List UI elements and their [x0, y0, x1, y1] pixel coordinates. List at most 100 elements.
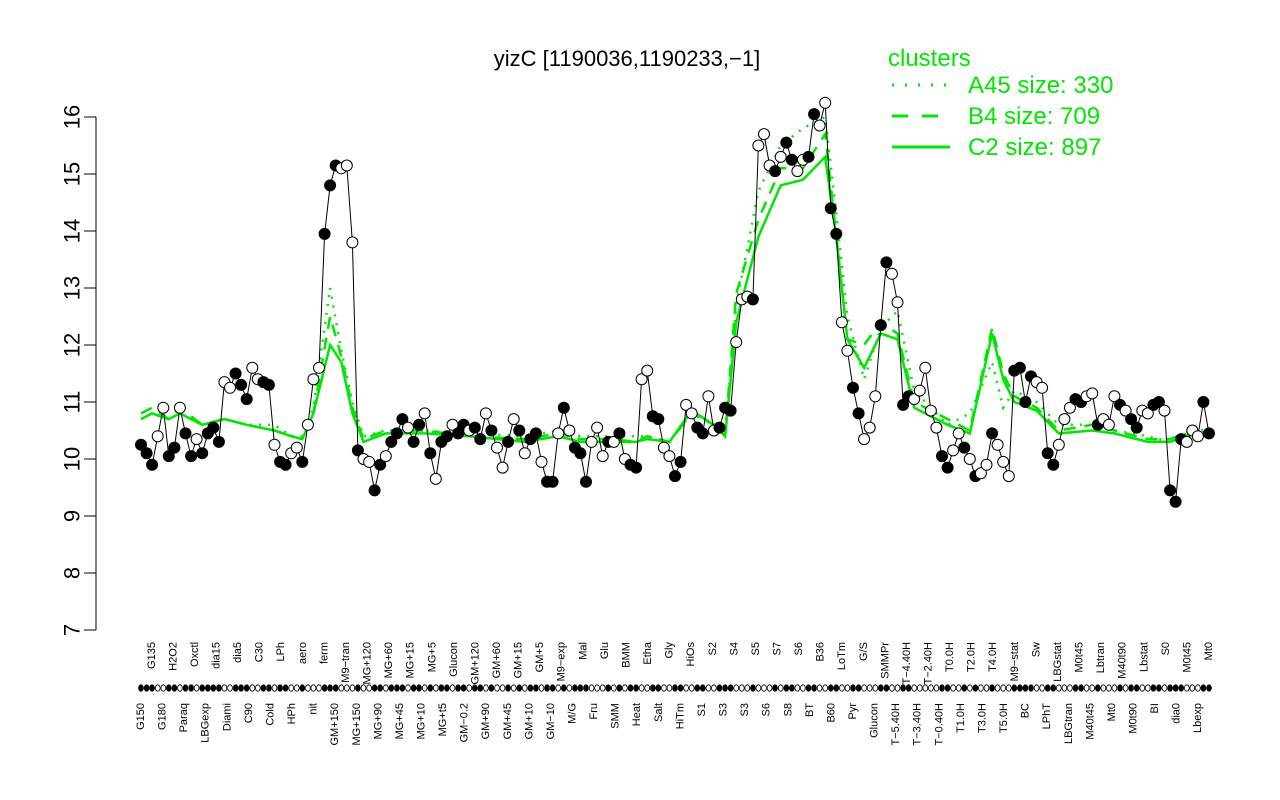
x-tick-label-66: Pyr: [847, 703, 859, 720]
data-point-61: [474, 433, 487, 446]
data-point-141: [919, 361, 932, 374]
data-point-154: [991, 438, 1004, 451]
x-tick-label-23: MG+60: [383, 642, 395, 678]
data-point-71: [529, 427, 542, 440]
x-rug-190: [1189, 684, 1196, 692]
x-rug-114: [766, 684, 773, 692]
data-point-5: [162, 450, 175, 463]
data-point-175: [1108, 390, 1121, 403]
data-point-75: [552, 427, 565, 440]
x-rug-41: [360, 684, 367, 692]
x-rug-179: [1128, 684, 1134, 692]
x-rug-110: [744, 684, 751, 692]
data-point-18: [235, 378, 248, 391]
x-rug-117: [783, 684, 790, 692]
data-point-97: [674, 455, 687, 468]
data-point-39: [351, 444, 364, 457]
x-rug-111: [750, 684, 756, 692]
x-tick-label-37: GM+5: [534, 642, 546, 672]
x-rug-39: [349, 684, 356, 692]
x-tick-label-6: LBGexp: [200, 703, 212, 743]
x-rug-3: [149, 684, 155, 692]
x-rug-144: [933, 684, 940, 692]
x-rug-67: [505, 684, 511, 692]
x-rug-124: [822, 684, 828, 692]
x-rug-81: [583, 684, 589, 692]
x-rug-57: [449, 684, 456, 692]
x-rug-140: [911, 684, 917, 692]
x-tick-label-58: S6: [761, 703, 773, 716]
x-tick-label-96: dia0: [1171, 703, 1183, 724]
data-point-127: [841, 344, 854, 357]
data-point-13: [207, 421, 220, 434]
x-tick-label-31: GM+120: [469, 642, 481, 685]
data-point-152: [980, 458, 993, 471]
x-rug-2: [143, 684, 150, 692]
data-point-120: [802, 150, 815, 163]
x-rug-173: [1095, 684, 1101, 692]
x-rug-129: [850, 684, 856, 692]
x-rug-65: [494, 684, 500, 692]
data-point-74: [546, 475, 559, 488]
x-tick-label-39: M9−exp: [556, 642, 568, 681]
x-tick-label-92: M0t90: [1128, 703, 1140, 734]
data-point-101: [696, 427, 709, 440]
x-rug-34: [321, 684, 328, 692]
x-rug-18: [232, 684, 239, 692]
x-rug-96: [666, 684, 673, 692]
data-point-48: [402, 421, 414, 434]
data-point-47: [396, 413, 409, 426]
x-rug-98: [677, 684, 684, 692]
x-rug-172: [1089, 684, 1095, 692]
x-tick-label-10: C90: [243, 703, 255, 723]
x-tick-label-49: Gly: [664, 641, 676, 658]
data-point-143: [930, 421, 943, 434]
x-tick-label-80: T5.0H: [998, 703, 1010, 733]
data-point-20: [246, 361, 259, 374]
x-rug-24: [266, 684, 272, 692]
x-tick-label-5: Oxctl: [189, 642, 201, 667]
data-point-28: [290, 441, 303, 454]
x-tick-label-82: BC: [1020, 703, 1032, 718]
x-rug-12: [199, 684, 206, 692]
x-tick-label-79: T4.0H: [987, 642, 999, 672]
x-rug-161: [1028, 684, 1034, 692]
y-tick-label-6: 13: [60, 276, 85, 300]
data-point-142: [924, 404, 937, 417]
data-point-124: [824, 202, 837, 215]
x-rug-75: [549, 684, 556, 692]
data-point-186: [1169, 495, 1182, 508]
data-point-19: [240, 393, 253, 406]
data-point-178: [1125, 413, 1138, 426]
x-rug-131: [861, 684, 867, 692]
x-tick-label-54: S3: [718, 703, 730, 716]
y-tick-label-3: 10: [60, 447, 85, 471]
x-rug-33: [316, 684, 322, 692]
x-rug-43: [371, 684, 378, 692]
x-tick-label-34: GM+45: [502, 703, 514, 739]
x-rug-62: [477, 684, 484, 692]
data-point-118: [791, 165, 804, 178]
x-rug-23: [260, 684, 267, 692]
data-point-83: [596, 450, 609, 463]
data-point-29: [296, 455, 309, 468]
x-tick-label-8: Diami: [221, 703, 233, 731]
data-point-93: [652, 413, 665, 426]
x-rug-156: [1000, 684, 1006, 692]
y-tick-label-0: 7: [60, 624, 85, 636]
data-point-188: [1180, 435, 1193, 448]
data-point-112: [758, 128, 770, 141]
legend-entry-2: C2 size: 897: [968, 134, 1101, 161]
x-rug-72: [533, 684, 539, 692]
x-rug-82: [588, 684, 595, 692]
data-point-136: [891, 296, 904, 309]
data-point-79: [574, 447, 587, 460]
x-rug-74: [544, 684, 550, 692]
cluster-line-0: [140, 115, 1209, 444]
data-point-144: [936, 450, 948, 463]
data-point-185: [1164, 484, 1177, 497]
data-point-179: [1130, 421, 1143, 434]
data-point-9: [185, 450, 198, 463]
x-rug-99: [683, 684, 689, 692]
x-rug-94: [655, 684, 662, 692]
